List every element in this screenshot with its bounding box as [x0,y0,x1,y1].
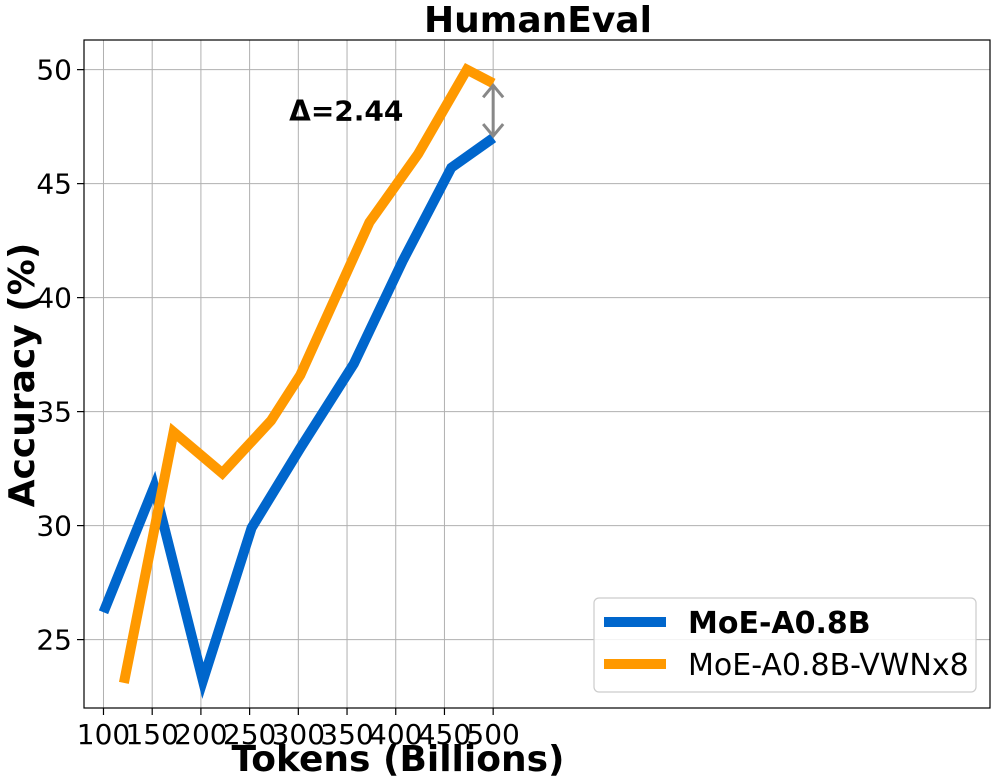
legend-box [593,597,977,693]
y-tick-label: 25 [36,624,72,657]
x-tick-label: 250 [223,718,276,751]
series-line-1 [98,133,497,699]
delta-annotation: Δ=2.44 [289,82,505,139]
legend-label-2: MoE-A0.8B-VWNx8 [688,648,969,683]
x-tick-label: 200 [174,718,227,751]
y-tick-label: 45 [36,168,72,201]
series-lines [98,62,497,699]
legend-label-1: MoE-A0.8B [688,606,871,641]
delta-arrow-head-bottom [482,123,505,139]
legend: MoE-A0.8B MoE-A0.8B-VWNx8 [593,597,977,693]
plot-frame [83,39,991,709]
x-tick-label: 150 [125,718,178,751]
x-tick-label: 300 [272,718,325,751]
y-tick-label: 50 [36,54,72,87]
x-tick-label: 450 [418,718,471,751]
x-tick-label: 100 [77,718,130,751]
y-tick-label: 35 [36,396,72,429]
x-tick-label: 500 [466,718,519,751]
x-axis-label: Tokens (Billions) [232,739,565,780]
y-tick-label: 30 [36,510,72,543]
y-axis-label: Accuracy (%) [2,243,43,508]
delta-label: Δ=2.44 [289,95,403,128]
chart-title: HumanEval [424,0,652,41]
x-tick-label: 400 [369,718,422,751]
delta-arrow-head-top [482,82,505,99]
x-tick-label: 350 [320,718,373,751]
series-line-2 [118,62,496,684]
y-tick-label: 40 [36,282,72,315]
